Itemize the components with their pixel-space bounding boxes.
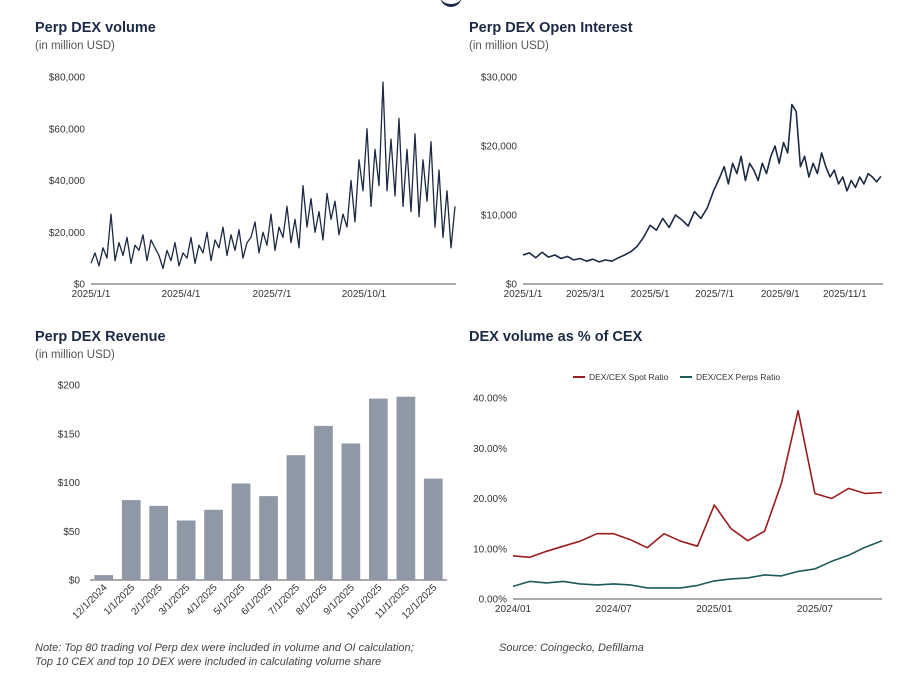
revenue-chart: $0$50$100$150$20012/1/20241/1/20252/1/20… <box>58 381 447 622</box>
revenue-bar <box>176 520 196 580</box>
y-tick-label: 30.00% <box>473 444 507 455</box>
x-tick-label: 2025/10/1 <box>342 289 387 300</box>
y-tick-label: $100 <box>58 478 81 489</box>
x-tick-label: 2025/07 <box>797 604 834 615</box>
legend-label-1: DEX/CEX Perps Ratio <box>696 372 780 382</box>
revenue-bar <box>369 398 388 580</box>
oi-subtitle: (in million USD) <box>469 40 549 52</box>
y-tick-label: 40.00% <box>473 394 507 405</box>
y-tick-label: 0.00% <box>479 595 507 606</box>
y-tick-label: $10,000 <box>481 211 518 222</box>
y-tick-label: 10.00% <box>473 544 507 555</box>
series-line-0 <box>512 409 883 559</box>
y-tick-label: $50 <box>63 527 80 538</box>
revenue-bar <box>341 443 361 580</box>
revenue-bar <box>204 509 223 580</box>
y-tick-label: $0 <box>69 576 81 587</box>
footnote-line-2: Top 10 CEX and top 10 DEX were included … <box>35 656 382 668</box>
x-tick-label: 2025/9/1 <box>761 289 800 300</box>
y-tick-label: $80,000 <box>49 73 86 84</box>
y-tick-label: $0 <box>506 280 518 291</box>
y-tick-label: $0 <box>74 280 86 291</box>
revenue-bar <box>149 505 168 580</box>
x-tick-label: 2025/4/1 <box>162 289 201 300</box>
oi-title: Perp DEX Open Interest <box>469 20 633 36</box>
revenue-bar <box>314 425 333 580</box>
y-tick-label: 20.00% <box>473 494 507 505</box>
x-tick-label: 2025/5/1 <box>631 289 670 300</box>
revenue-bar <box>231 483 251 580</box>
series-line-0 <box>90 81 456 270</box>
oi-chart: $0 $10,000 $20,000 $30,000 2025/1/1 2025/3/1 2… <box>481 73 883 300</box>
share-chart: 0.00% 10.00% 20.00% 30.00% 40.00% 2024/01 2024… <box>473 372 883 615</box>
revenue-bar <box>259 496 278 580</box>
x-tick-label: 2025/7/1 <box>695 289 734 300</box>
source-note: Source: Coingecko, Defillama <box>499 642 644 654</box>
revenue-bar <box>94 575 114 580</box>
x-tick-label: 2025/1/1 <box>72 289 111 300</box>
x-tick-label: 2025/3/1 <box>566 289 605 300</box>
x-tick-label: 2025/11/1 <box>823 289 867 300</box>
x-tick-label: 2024/01 <box>495 604 532 615</box>
y-tick-label: $40,000 <box>49 176 86 187</box>
x-tick-label: 2025/7/1 <box>253 289 292 300</box>
revenue-bar <box>121 500 141 580</box>
volume-chart: $0 $20,000 $40,000 $60,000 $80,000 2025/1/1 20… <box>49 73 456 300</box>
y-tick-label: $20,000 <box>481 142 518 153</box>
revenue-bar <box>396 396 416 580</box>
y-tick-label: $60,000 <box>49 124 86 135</box>
series-line-1 <box>512 539 883 589</box>
y-tick-label: $30,000 <box>481 73 518 84</box>
y-tick-label: $150 <box>58 429 81 440</box>
revenue-subtitle: (in million USD) <box>35 349 115 361</box>
volume-title: Perp DEX volume <box>35 20 156 36</box>
x-tick-label: 12/1/2024 <box>71 582 111 622</box>
volume-subtitle: (in million USD) <box>35 40 115 52</box>
legend-label-0: DEX/CEX Spot Ratio <box>589 372 669 382</box>
y-tick-label: $20,000 <box>49 228 86 239</box>
series-line-0 <box>522 103 882 263</box>
revenue-bar <box>423 478 443 580</box>
revenue-bar <box>286 455 306 580</box>
footnote-line-1: Note: Top 80 trading vol Perp dex were i… <box>35 642 414 654</box>
revenue-title: Perp DEX Revenue <box>35 329 166 345</box>
x-tick-label: 2024/07 <box>596 604 633 615</box>
x-tick-label: 2025/01 <box>696 604 733 615</box>
share-title: DEX volume as % of CEX <box>469 329 643 345</box>
x-tick-label: 2025/1/1 <box>504 289 543 300</box>
top-decoration <box>440 0 462 7</box>
y-tick-label: $200 <box>58 381 81 392</box>
